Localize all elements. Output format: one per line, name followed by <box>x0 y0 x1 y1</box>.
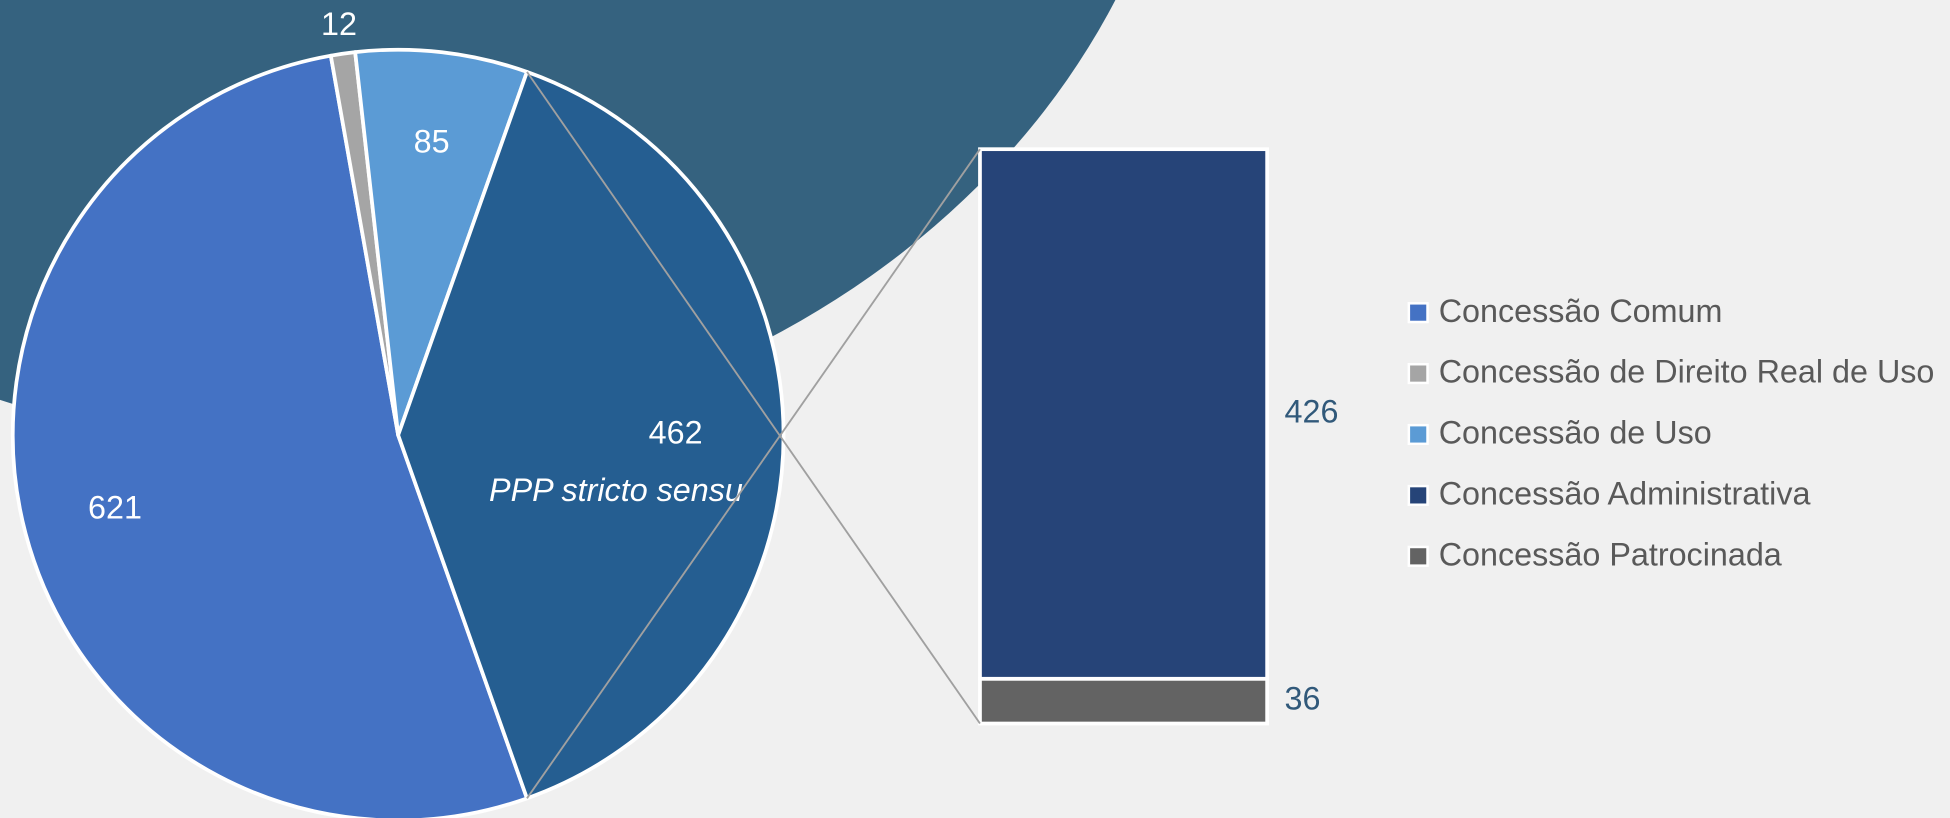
legend-swatch <box>1407 423 1429 446</box>
other-label: PPP stricto sensu <box>489 472 743 508</box>
legend-label: Concessão Patrocinada <box>1439 536 1782 572</box>
pie-slice <box>396 70 786 801</box>
data-label: 426 <box>1285 394 1339 430</box>
connector-line <box>526 148 981 799</box>
legend-label: Concessão Administrativa <box>1439 476 1811 512</box>
legend-swatch <box>1407 545 1429 567</box>
connector-line <box>526 71 981 725</box>
bar-segment <box>978 676 1270 726</box>
pie-slice <box>10 53 529 818</box>
pie-slice <box>353 47 529 437</box>
data-label: 12 <box>321 6 357 42</box>
legend-label: Concessão de Direito Real de Uso <box>1439 354 1935 390</box>
data-label: 462 <box>649 415 703 451</box>
legend-swatch <box>1407 484 1429 506</box>
data-label: 85 <box>414 124 450 160</box>
data-label: 36 <box>1285 681 1321 717</box>
legend-swatch <box>1407 363 1429 385</box>
bar-segment <box>978 147 1270 681</box>
plot: 621 12 85 462 PPP stricto sensu 36 426 Concessã… <box>10 6 1935 818</box>
data-label: 621 <box>88 489 142 525</box>
legend-swatch <box>1407 302 1429 324</box>
legend-label: Concessão de Uso <box>1439 415 1712 451</box>
legend-label: Concessão Comum <box>1439 293 1723 329</box>
